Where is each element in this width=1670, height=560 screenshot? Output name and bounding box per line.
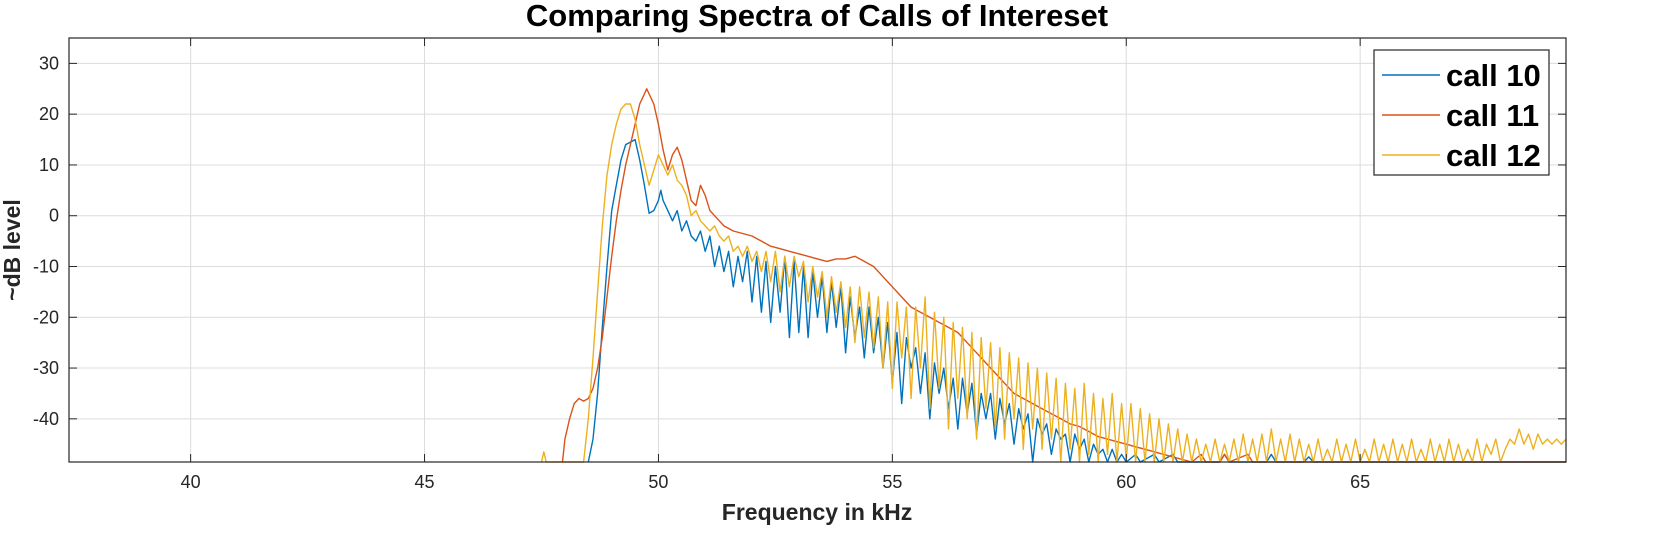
y-tick-label: -10 xyxy=(33,257,59,277)
x-tick-label: 65 xyxy=(1350,472,1370,492)
y-tick-label: -20 xyxy=(33,307,59,327)
series-line-call-12 xyxy=(540,103,1567,463)
legend-label: call 12 xyxy=(1446,138,1541,173)
x-axis-label: Frequency in kHz xyxy=(722,499,912,525)
y-tick-label: 30 xyxy=(39,53,59,73)
legend: call 10 call 11 call 12 xyxy=(1373,49,1550,176)
x-tick-label: 40 xyxy=(181,472,201,492)
series-line-call-11 xyxy=(561,88,1566,463)
y-tick-label: -40 xyxy=(33,409,59,429)
y-tick-label: -30 xyxy=(33,358,59,378)
series-lines xyxy=(540,88,1567,463)
y-tick-label: 10 xyxy=(39,155,59,175)
y-axis-label: ~dB level xyxy=(0,199,25,301)
legend-box xyxy=(1373,49,1550,176)
legend-label: call 10 xyxy=(1446,58,1541,93)
series-line-call-10 xyxy=(587,138,1566,463)
plot-frame xyxy=(68,37,1567,463)
y-tick-label: 20 xyxy=(39,104,59,124)
x-tick-label: 55 xyxy=(882,472,902,492)
x-tick-label: 45 xyxy=(415,472,435,492)
y-tick-label: 0 xyxy=(49,206,59,226)
x-tick-label: 60 xyxy=(1116,472,1136,492)
gridlines xyxy=(69,38,1566,462)
chart-title: Comparing Spectra of Calls of Intereset xyxy=(526,0,1108,33)
axis-ticks: 40 45 50 55 60 65 30 20 10 0 -10 -20 -30 -40 xyxy=(33,38,1566,492)
legend-label: call 11 xyxy=(1446,98,1539,133)
x-tick-label: 50 xyxy=(648,472,668,492)
